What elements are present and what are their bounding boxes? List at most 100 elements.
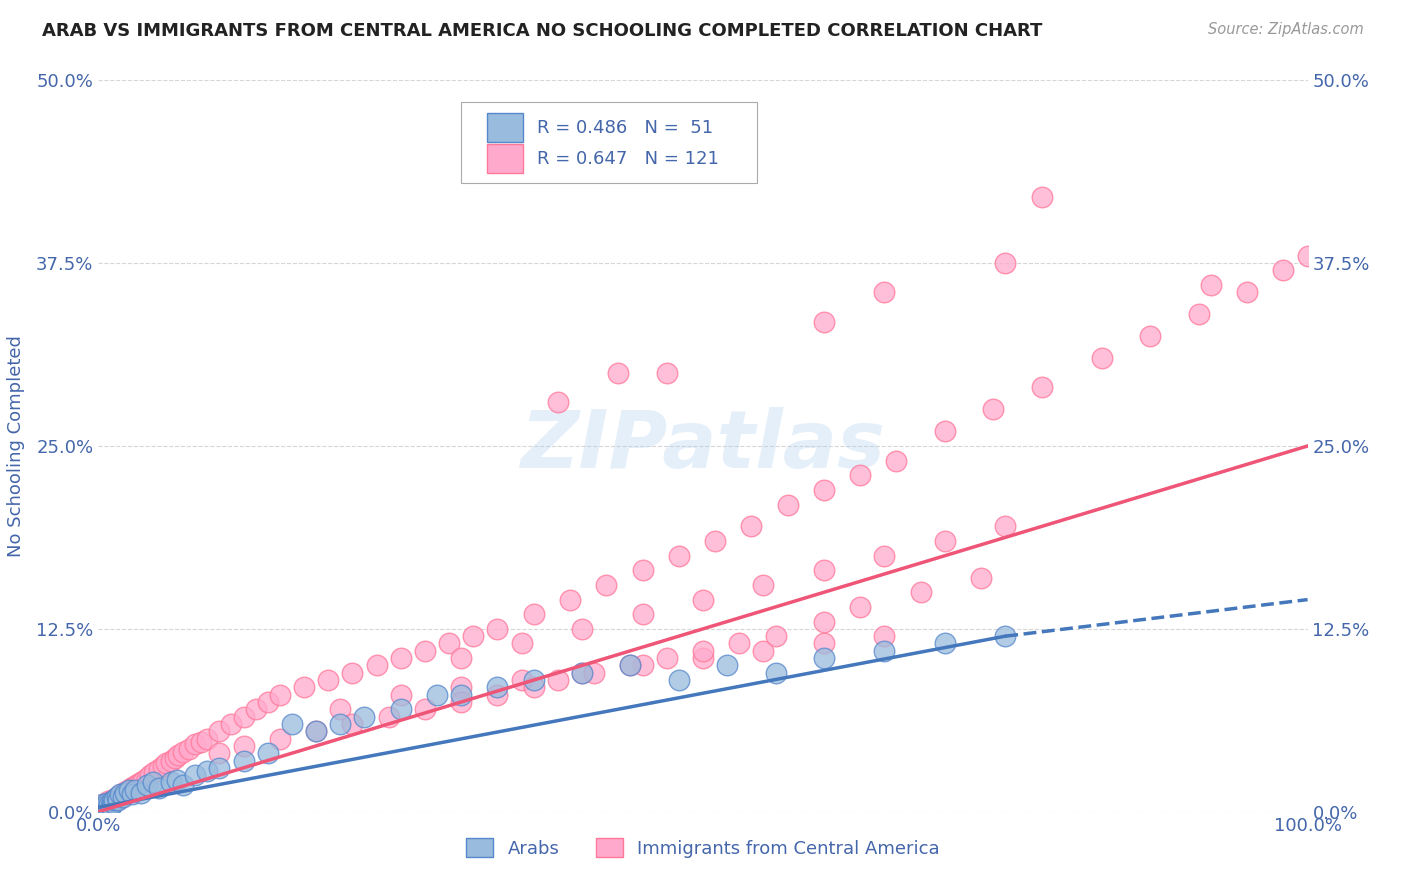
Point	[269, 688, 291, 702]
Point	[91, 797, 114, 812]
Point	[437, 636, 460, 650]
Point	[342, 665, 364, 680]
Point	[135, 771, 157, 785]
Point	[114, 786, 136, 800]
Point	[160, 775, 183, 789]
Point	[103, 791, 125, 805]
Point	[631, 607, 654, 622]
Point	[232, 754, 254, 768]
Point	[523, 673, 546, 687]
FancyBboxPatch shape	[486, 144, 523, 173]
Point	[329, 717, 352, 731]
Point	[886, 453, 908, 467]
Text: R = 0.647   N = 121: R = 0.647 N = 121	[537, 150, 720, 168]
Point	[547, 673, 569, 687]
Point	[91, 800, 114, 814]
Point	[190, 734, 212, 748]
Point	[668, 549, 690, 563]
Point	[108, 787, 131, 801]
Point	[934, 636, 956, 650]
Text: R = 0.486   N =  51: R = 0.486 N = 51	[537, 119, 713, 136]
Point	[100, 798, 122, 813]
Point	[631, 563, 654, 577]
Point	[179, 741, 201, 756]
Point	[389, 702, 412, 716]
Point	[148, 781, 170, 796]
Point	[389, 688, 412, 702]
Point	[523, 681, 546, 695]
Point	[184, 738, 207, 752]
Point	[107, 793, 129, 807]
Point	[329, 702, 352, 716]
Point	[97, 795, 120, 809]
Point	[450, 651, 472, 665]
Point	[873, 644, 896, 658]
Point	[221, 717, 243, 731]
Point	[813, 483, 835, 497]
Point	[619, 658, 641, 673]
Point	[366, 658, 388, 673]
Point	[571, 665, 593, 680]
Point	[94, 796, 117, 810]
Point	[813, 651, 835, 665]
Point	[450, 681, 472, 695]
Point	[160, 754, 183, 768]
Point	[114, 787, 136, 801]
Legend: Arabs, Immigrants from Central America: Arabs, Immigrants from Central America	[458, 831, 948, 865]
Point	[595, 578, 617, 592]
Point	[89, 802, 111, 816]
Point	[112, 786, 135, 800]
Point	[93, 798, 115, 813]
Point	[450, 695, 472, 709]
Point	[692, 592, 714, 607]
Point	[101, 796, 124, 810]
Point	[994, 629, 1017, 643]
Point	[232, 709, 254, 723]
Point	[704, 534, 727, 549]
Point	[208, 761, 231, 775]
FancyBboxPatch shape	[461, 103, 758, 183]
Point	[994, 519, 1017, 533]
Point	[127, 777, 149, 791]
Point	[910, 585, 932, 599]
Point	[655, 366, 678, 380]
Point	[547, 395, 569, 409]
Point	[571, 665, 593, 680]
Point	[120, 781, 142, 796]
Point	[269, 731, 291, 746]
Point	[195, 764, 218, 778]
Point	[129, 775, 152, 789]
Y-axis label: No Schooling Completed: No Schooling Completed	[7, 335, 25, 557]
Point	[232, 739, 254, 753]
Point	[256, 746, 278, 760]
Point	[256, 695, 278, 709]
Point	[607, 366, 630, 380]
Point	[97, 800, 120, 814]
Point	[1139, 329, 1161, 343]
Point	[118, 782, 141, 797]
Point	[776, 498, 799, 512]
Point	[1199, 278, 1222, 293]
Point	[486, 681, 509, 695]
Point	[813, 563, 835, 577]
Point	[994, 256, 1017, 270]
Point	[148, 762, 170, 776]
Point	[103, 793, 125, 807]
Point	[1188, 307, 1211, 321]
Point	[934, 534, 956, 549]
Point	[463, 629, 485, 643]
Point	[101, 795, 124, 809]
Point	[100, 796, 122, 810]
Point	[172, 778, 194, 792]
Point	[813, 636, 835, 650]
Point	[377, 709, 399, 723]
Point	[716, 658, 738, 673]
Point	[152, 759, 174, 773]
Point	[94, 798, 117, 813]
Point	[139, 768, 162, 782]
Point	[305, 724, 328, 739]
Point	[1272, 263, 1295, 277]
Point	[1031, 190, 1053, 204]
Point	[292, 681, 315, 695]
Point	[571, 622, 593, 636]
